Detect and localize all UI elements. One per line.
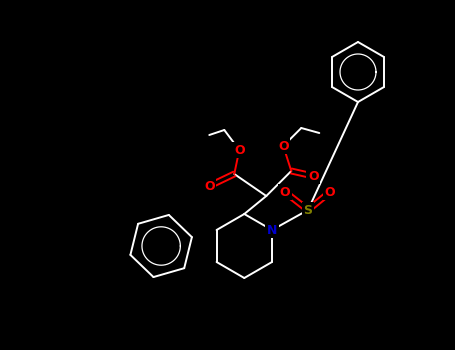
Text: S: S bbox=[303, 203, 313, 217]
Text: O: O bbox=[234, 144, 245, 156]
Text: N: N bbox=[267, 224, 277, 237]
Text: O: O bbox=[280, 186, 290, 198]
Text: O: O bbox=[204, 180, 215, 193]
Text: N: N bbox=[267, 224, 277, 237]
Text: O: O bbox=[325, 186, 335, 198]
Text: S: S bbox=[303, 203, 313, 217]
Text: N: N bbox=[267, 224, 277, 237]
Text: O: O bbox=[278, 140, 288, 153]
Text: O: O bbox=[308, 169, 318, 182]
